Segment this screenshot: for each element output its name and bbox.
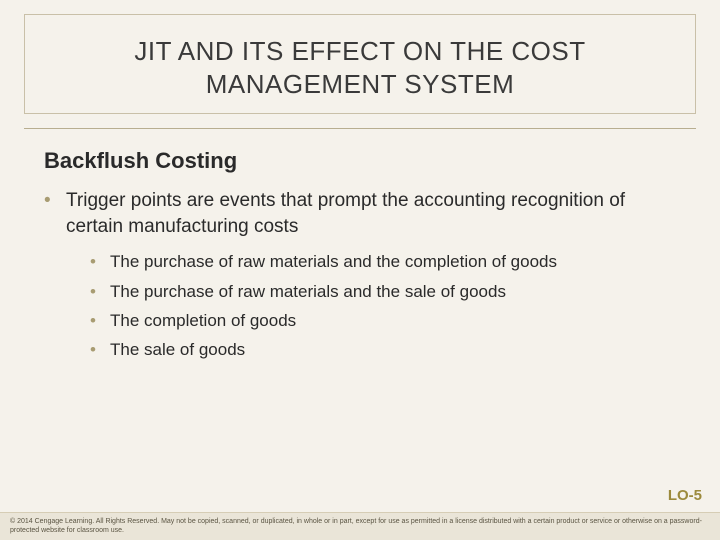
sub-bullet: • The purchase of raw materials and the … [90,279,676,305]
sub-bullet-text: The purchase of raw materials and the co… [110,249,557,275]
slide-title: JIT AND ITS EFFECT ON THE COST MANAGEMEN… [25,35,695,100]
sub-bullet-text: The completion of goods [110,308,296,334]
title-line-1: JIT AND ITS EFFECT ON THE COST [134,36,585,66]
copyright-footer: © 2014 Cengage Learning. All Rights Rese… [0,512,720,540]
title-container: JIT AND ITS EFFECT ON THE COST MANAGEMEN… [25,15,695,100]
content-area: Backflush Costing • Trigger points are e… [44,148,676,367]
bullet-icon: • [90,337,100,363]
sub-bullet-text: The purchase of raw materials and the sa… [110,279,506,305]
bullet-icon: • [90,308,100,334]
horizontal-divider [24,128,696,129]
sub-bullet-list: • The purchase of raw materials and the … [90,249,676,363]
subheading: Backflush Costing [44,148,676,174]
sub-bullet: • The purchase of raw materials and the … [90,249,676,275]
bullet-icon: • [90,249,100,275]
title-line-2: MANAGEMENT SYSTEM [206,69,515,99]
copyright-text: © 2014 Cengage Learning. All Rights Rese… [10,518,702,534]
main-bullet: • Trigger points are events that prompt … [44,188,676,239]
sub-bullet-text: The sale of goods [110,337,245,363]
main-bullet-text: Trigger points are events that prompt th… [66,188,676,239]
sub-bullet: • The sale of goods [90,337,676,363]
bullet-icon: • [44,188,56,239]
bullet-icon: • [90,279,100,305]
title-frame: JIT AND ITS EFFECT ON THE COST MANAGEMEN… [24,14,696,114]
learning-objective-tag: LO-5 [668,487,702,504]
sub-bullet: • The completion of goods [90,308,676,334]
